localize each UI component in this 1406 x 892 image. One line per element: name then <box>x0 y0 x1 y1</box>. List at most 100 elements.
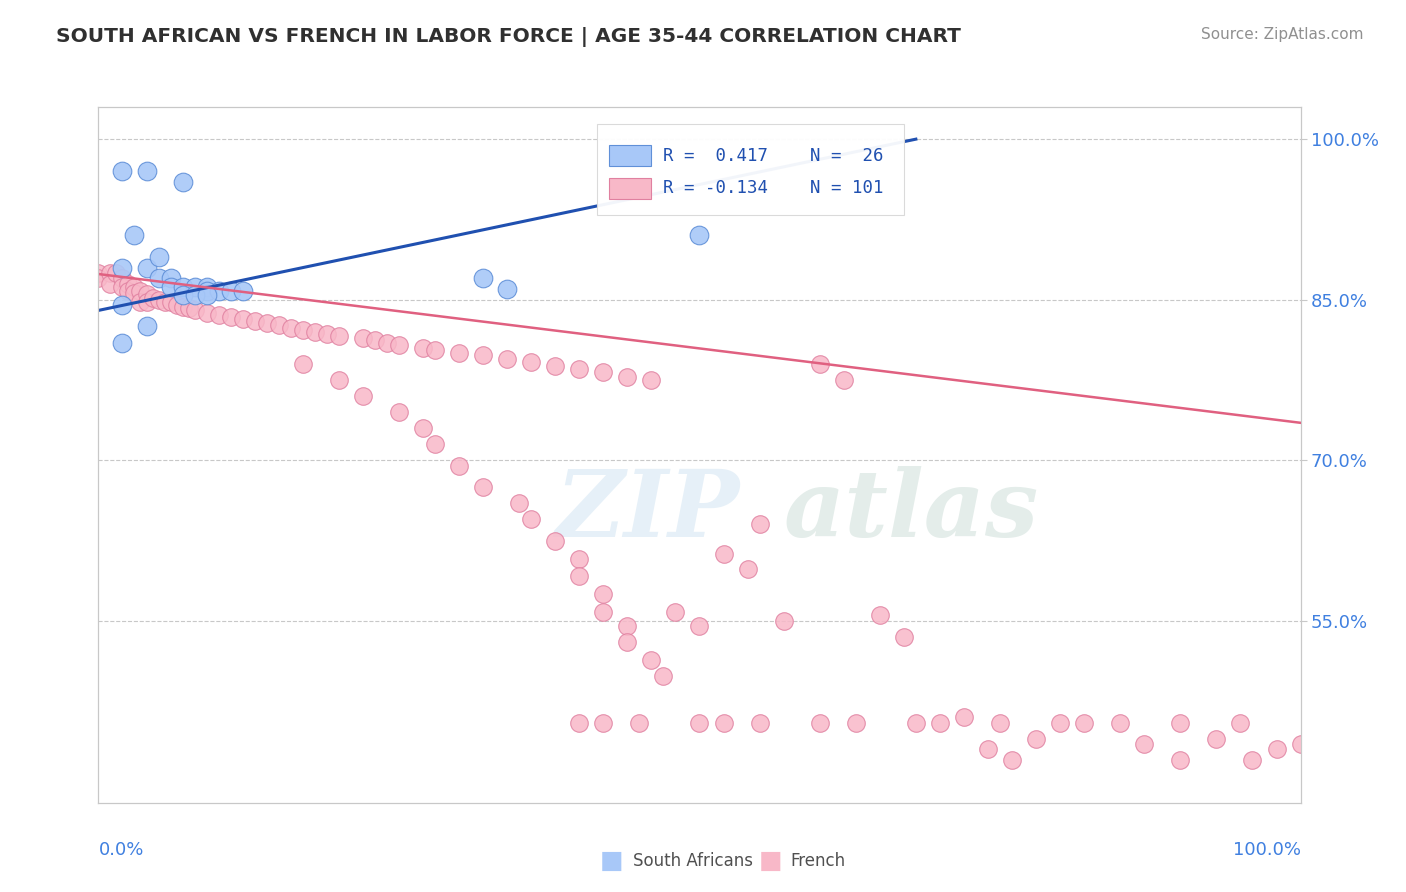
Text: 100.0%: 100.0% <box>1233 841 1301 859</box>
Point <box>388 337 411 351</box>
Point <box>928 715 950 730</box>
Point <box>208 284 231 298</box>
Point <box>304 325 326 339</box>
Point <box>1170 715 1192 730</box>
Point <box>616 635 638 649</box>
Point <box>544 359 567 373</box>
Point <box>520 512 543 526</box>
Point <box>135 319 157 334</box>
Point <box>183 288 205 302</box>
Point <box>1229 715 1251 730</box>
Point <box>291 357 314 371</box>
Point <box>111 164 134 178</box>
Point <box>87 266 110 280</box>
Point <box>111 260 134 275</box>
Point <box>616 369 638 384</box>
Point <box>592 587 614 601</box>
Point <box>592 366 614 380</box>
Point <box>520 355 543 369</box>
Point <box>808 715 831 730</box>
Point <box>100 266 122 280</box>
Point <box>159 280 181 294</box>
Point <box>195 280 218 294</box>
Point <box>904 715 927 730</box>
Point <box>568 362 591 376</box>
Point <box>111 298 134 312</box>
Point <box>328 373 350 387</box>
Point <box>1133 737 1156 751</box>
Point <box>87 271 110 285</box>
Point <box>111 280 134 294</box>
Point <box>135 294 157 309</box>
Point <box>412 341 434 355</box>
Point <box>1109 715 1132 730</box>
Point <box>172 288 194 302</box>
Point <box>689 715 711 730</box>
Point <box>447 346 470 360</box>
Point <box>195 284 218 298</box>
Point <box>953 710 976 724</box>
Point <box>447 458 470 473</box>
Text: 0.0%: 0.0% <box>98 841 143 859</box>
Point <box>148 293 170 307</box>
Point <box>117 277 139 291</box>
Point <box>129 294 152 309</box>
Text: Source: ZipAtlas.com: Source: ZipAtlas.com <box>1201 27 1364 42</box>
Point <box>291 323 314 337</box>
Point <box>508 496 530 510</box>
Point <box>748 715 770 730</box>
Point <box>472 271 495 285</box>
Point <box>423 437 446 451</box>
Point <box>243 314 266 328</box>
Point <box>472 480 495 494</box>
Point <box>177 301 200 316</box>
Point <box>748 517 770 532</box>
Point <box>772 614 794 628</box>
Point <box>1025 731 1047 746</box>
Point <box>124 280 146 294</box>
Point <box>328 329 350 343</box>
Point <box>135 260 157 275</box>
Point <box>893 630 915 644</box>
Point <box>111 335 134 350</box>
Point <box>1049 715 1071 730</box>
Point <box>135 287 157 301</box>
Point <box>1170 753 1192 767</box>
Text: R =  0.417    N =  26: R = 0.417 N = 26 <box>664 147 884 165</box>
Point <box>496 282 519 296</box>
Point <box>472 348 495 362</box>
Point <box>129 284 152 298</box>
Point <box>219 284 242 298</box>
Point <box>832 373 855 387</box>
Point <box>544 533 567 548</box>
Point <box>232 312 254 326</box>
Text: South Africans: South Africans <box>633 852 752 870</box>
Text: ZIP: ZIP <box>555 466 740 556</box>
Bar <box>609 145 651 166</box>
FancyBboxPatch shape <box>598 124 904 215</box>
Point <box>423 343 446 357</box>
Point <box>153 294 176 309</box>
Point <box>496 351 519 366</box>
Point <box>352 389 374 403</box>
Point <box>1205 731 1227 746</box>
Point <box>100 277 122 291</box>
Point <box>568 569 591 583</box>
Point <box>172 300 194 314</box>
Point <box>267 318 290 333</box>
Text: R = -0.134    N = 101: R = -0.134 N = 101 <box>664 179 884 197</box>
Point <box>195 288 218 302</box>
Point <box>148 250 170 264</box>
Point <box>124 286 146 301</box>
Point <box>568 715 591 730</box>
Point <box>159 294 181 309</box>
Point <box>1265 742 1288 756</box>
Point <box>713 548 735 562</box>
Point <box>195 305 218 319</box>
Point <box>375 335 398 350</box>
Bar <box>609 178 651 199</box>
Point <box>280 320 302 334</box>
Point <box>1289 737 1312 751</box>
Point <box>232 284 254 298</box>
Point <box>845 715 868 730</box>
